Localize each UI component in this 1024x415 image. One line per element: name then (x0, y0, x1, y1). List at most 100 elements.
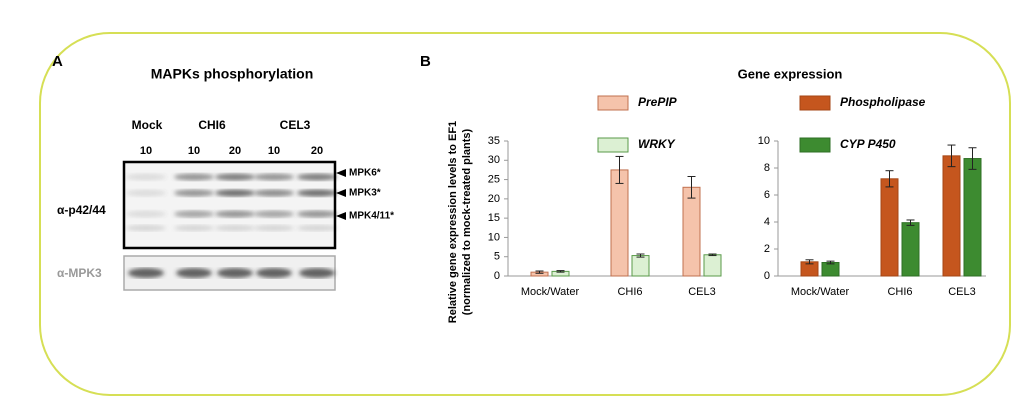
error-bar (708, 253, 717, 257)
error-bar (636, 253, 645, 258)
y-tick-label: 6 (764, 189, 770, 201)
band-arrow (336, 189, 346, 197)
bar (682, 186, 701, 277)
y-tick-label: 0 (764, 270, 770, 282)
blot-band (174, 210, 214, 218)
blot-band (126, 189, 166, 197)
bar (880, 178, 899, 277)
error-bar (805, 259, 814, 265)
y-tick-label: 0 (494, 270, 500, 282)
error-bar (615, 155, 624, 184)
blot-band (215, 225, 255, 231)
blot-band (126, 210, 166, 218)
bar (631, 255, 650, 277)
y-tick-label: 10 (488, 231, 500, 243)
group-label: CEL3 (280, 118, 311, 132)
blot-band (297, 210, 337, 218)
y-tick-label: 20 (488, 193, 500, 205)
y-tick-label: 15 (488, 212, 500, 224)
legend-label: Phospholipase (840, 95, 926, 109)
dose-label: 20 (311, 145, 323, 157)
panel-letter: B (420, 53, 431, 70)
y-axis-label: Relative gene expression levels to EF1 (447, 121, 459, 323)
band-label: MPK3* (349, 188, 381, 199)
error-bar (535, 270, 544, 274)
error-bar (826, 260, 835, 265)
dose-label: 10 (140, 145, 152, 157)
dose-label: 10 (268, 145, 280, 157)
y-tick-label: 35 (488, 135, 500, 147)
error-bar (556, 270, 565, 273)
legend-swatch (597, 137, 629, 153)
blot-band (215, 189, 255, 197)
bar (901, 222, 920, 277)
panel-letter: A (52, 53, 63, 70)
blot-band (254, 189, 294, 197)
blot-band (297, 189, 337, 197)
antibody-label: α-MPK3 (57, 266, 102, 280)
blot-band (174, 225, 214, 231)
western-blot (123, 162, 337, 291)
error-bar (906, 219, 915, 226)
figure-border (39, 32, 1011, 396)
error-bar (885, 170, 894, 188)
legend-swatch (597, 95, 629, 111)
error-bar (687, 175, 696, 199)
dose-label: 20 (229, 145, 241, 157)
group-label: Mock (132, 118, 163, 132)
x-tick-label: CHI6 (617, 286, 642, 298)
y-tick-label: 10 (758, 135, 770, 147)
y-axis-label: (normalized to mock-treated plants) (461, 128, 473, 315)
blot-band (254, 173, 294, 181)
error-bar (968, 147, 977, 170)
bar (942, 155, 961, 277)
bar (703, 254, 722, 277)
bar (963, 158, 982, 277)
y-tick-label: 4 (764, 216, 770, 228)
x-tick-label: Mock/Water (791, 286, 850, 298)
blot-frame (122, 160, 337, 250)
blot-band (256, 268, 292, 278)
blot-band (297, 225, 337, 231)
blot-band (126, 173, 166, 181)
x-tick-label: CHI6 (887, 286, 912, 298)
bar (821, 262, 840, 277)
legend-label: PrePIP (638, 95, 678, 109)
blot-band (215, 210, 255, 218)
blot-band (254, 210, 294, 218)
blot-band (128, 268, 164, 278)
y-tick-label: 2 (764, 243, 770, 255)
legend-label: CYP P450 (840, 137, 896, 151)
blot-band (254, 225, 294, 231)
band-label: MPK6* (349, 168, 381, 179)
legend-swatch (799, 137, 831, 153)
y-tick-label: 25 (488, 173, 500, 185)
y-tick-label: 8 (764, 162, 770, 174)
bar (610, 169, 629, 277)
blot-band (126, 225, 166, 231)
x-tick-label: Mock/Water (521, 286, 580, 298)
blot-band (174, 189, 214, 197)
group-label: CHI6 (198, 118, 226, 132)
band-label: MPK4/11* (349, 211, 394, 222)
blot-band (174, 173, 214, 181)
blot-band (215, 173, 255, 181)
band-arrow (336, 169, 346, 177)
chart-title: Gene expression (738, 66, 843, 81)
y-tick-label: 5 (494, 251, 500, 263)
error-bar (947, 144, 956, 168)
blot-band (299, 268, 335, 278)
legend-swatch (799, 95, 831, 111)
panel-title: MAPKs phosphorylation (151, 66, 314, 82)
blot-band (176, 268, 212, 278)
blot-band (217, 268, 253, 278)
x-tick-label: CEL3 (688, 286, 716, 298)
y-tick-label: 30 (488, 154, 500, 166)
antibody-label: α-p42/44 (57, 203, 106, 217)
band-arrow (336, 212, 346, 220)
legend-label: WRKY (638, 137, 676, 151)
x-tick-label: CEL3 (948, 286, 976, 298)
dose-label: 10 (188, 145, 200, 157)
blot-band (297, 173, 337, 181)
